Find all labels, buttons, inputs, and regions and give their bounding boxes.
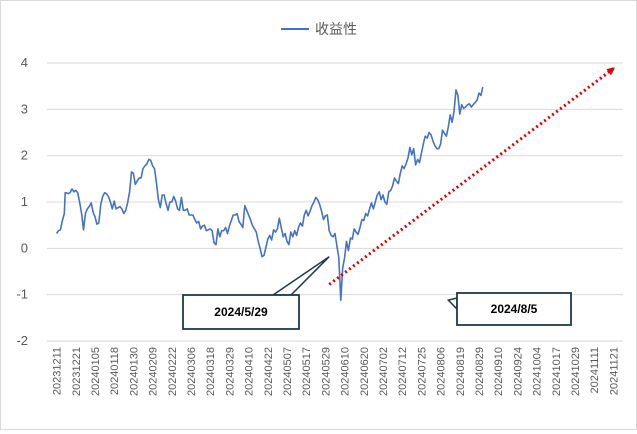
x-tick-label: 20240725 [416, 347, 428, 396]
y-tick-label: 4 [21, 55, 28, 70]
y-tick-label: 2 [21, 148, 28, 163]
callout-pointer [446, 297, 458, 311]
x-tick-label: 20240702 [378, 347, 390, 396]
x-tick-label: 20231211 [52, 347, 64, 395]
callouts: 2024/5/29 2024/8/5 [182, 256, 572, 330]
legend-label: 收益性 [315, 21, 357, 37]
callout-label: 2024/5/29 [214, 305, 268, 319]
x-tick-label: 20240410 [244, 347, 256, 396]
x-tick-label: 20240329 [224, 347, 236, 396]
x-tick-label: 20240130 [128, 347, 140, 396]
legend: 收益性 [281, 21, 357, 37]
x-tick-label: 20241111 [589, 347, 601, 394]
callout-box [182, 294, 300, 330]
y-tick-label: 1 [21, 194, 28, 209]
x-tick-label: 20240118 [109, 347, 121, 395]
x-tick-label: 20240819 [455, 347, 467, 396]
x-tick-label: 20240529 [320, 347, 332, 396]
x-tick-label: 20231221 [71, 347, 83, 396]
x-tick-label: 20240517 [301, 347, 313, 396]
x-tick-label: 20241029 [570, 347, 582, 396]
callout-pointer [270, 256, 330, 296]
gridlines [47, 62, 623, 342]
x-tick-label: 20240422 [263, 347, 275, 396]
x-tick-label: 20240829 [474, 347, 486, 396]
x-tick-label: 20240222 [167, 347, 179, 396]
x-tick-label: 20240610 [340, 347, 352, 396]
x-tick-label: 20240924 [512, 347, 524, 396]
y-tick-label: 3 [21, 101, 28, 116]
y-tick-label: -1 [16, 287, 28, 302]
x-tick-label: 20240318 [205, 347, 217, 396]
y-axis-ticks: -2 -1 0 1 2 3 4 [16, 55, 28, 348]
x-tick-label: 20240806 [436, 347, 448, 396]
callout-label: 2024/8/5 [491, 302, 538, 316]
trend-layer [328, 67, 615, 286]
callout-box [456, 292, 572, 326]
x-tick-label: 20240910 [493, 347, 505, 396]
x-tick-label: 20240209 [148, 347, 160, 396]
x-tick-label: 20240712 [397, 347, 409, 396]
x-tick-label: 20240620 [359, 347, 371, 396]
x-tick-label: 20240507 [282, 347, 294, 396]
x-tick-label: 20240105 [90, 347, 102, 396]
y-tick-label: -2 [16, 333, 28, 348]
x-tick-label: 20240306 [186, 347, 198, 396]
series-line [55, 86, 484, 302]
trend-arrow [328, 67, 615, 286]
x-tick-label: 20241004 [532, 347, 544, 396]
x-axis-ticks: 20231211 20231221 20240105 20240118 20240130… [52, 347, 621, 396]
series-layer [55, 86, 484, 302]
x-tick-label: 20241121 [608, 347, 620, 395]
x-tick-label: 20241017 [551, 347, 563, 396]
y-tick-label: 0 [21, 240, 28, 255]
